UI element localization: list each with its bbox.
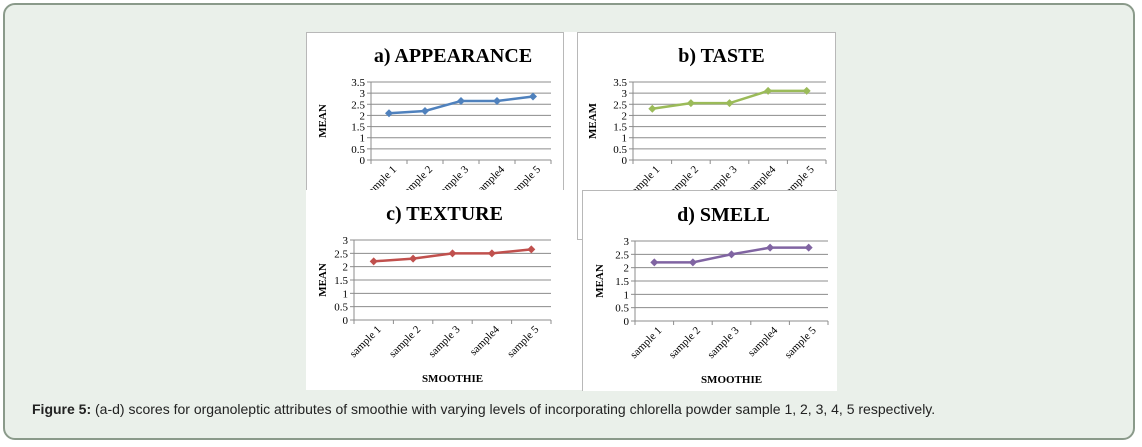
taste-chart-title: b) TASTE xyxy=(678,45,765,67)
smell-x-tick-label: sample 3 xyxy=(705,324,742,361)
texture-x-tick-label: sample 2 xyxy=(387,324,423,360)
appearance-data-point xyxy=(457,96,465,105)
taste-y-axis-label: MEAM xyxy=(587,102,599,139)
texture-data-point xyxy=(369,257,378,266)
smell-y-axis-label: MEAN xyxy=(594,264,606,298)
taste-data-point xyxy=(686,99,695,108)
appearance-y-tick-label: 1.5 xyxy=(351,122,365,134)
figure-caption: Figure 5: (a-d) scores for organoleptic … xyxy=(32,401,1112,417)
texture-y-tick-label: 1.5 xyxy=(334,275,348,287)
smell-x-axis-label: SMOOTHIE xyxy=(701,374,762,386)
appearance-x-tick-label: sample 3 xyxy=(435,163,472,190)
appearance-y-tick-label: 3 xyxy=(360,88,366,100)
appearance-y-tick-label: 0.5 xyxy=(351,144,365,156)
smell-y-tick-label: 1 xyxy=(624,289,630,301)
smell-data-point xyxy=(804,243,813,252)
taste-y-tick-label: 3.5 xyxy=(613,77,627,89)
smell-chart-title: d) SMELL xyxy=(677,204,770,226)
appearance-x-tick-label: sample 5 xyxy=(507,163,544,190)
texture-chart-title: c) TEXTURE xyxy=(386,203,503,225)
appearance-y-tick-label: 3.5 xyxy=(351,77,365,89)
texture-data-point xyxy=(409,254,418,263)
taste-y-tick-label: 0 xyxy=(622,155,628,167)
smell-data-point xyxy=(650,258,659,267)
appearance-x-tick-label: sample 2 xyxy=(399,164,435,190)
taste-y-tick-label: 2.5 xyxy=(613,99,627,111)
chart-appearance: a) APPEARANCE 00.511.522.533.5 MEAN sample … xyxy=(317,45,552,190)
texture-x-tick-label: sample 1 xyxy=(347,324,383,360)
taste-x-tick-label: sample4 xyxy=(744,163,779,190)
texture-x-axis-label: SMOOTHIE xyxy=(422,373,483,385)
smell-y-tick-label: 2 xyxy=(624,263,630,275)
texture-data-point xyxy=(527,245,536,254)
smell-data-point xyxy=(688,258,697,267)
appearance-y-tick-label: 1 xyxy=(360,133,366,145)
smell-y-tick-label: 0.5 xyxy=(615,303,629,315)
smell-y-tick-label: 3 xyxy=(624,236,630,248)
texture-x-tick-label: sample 3 xyxy=(426,323,463,360)
caption-text: (a-d) scores for organoleptic attributes… xyxy=(91,401,936,417)
taste-data-point xyxy=(802,86,811,95)
taste-x-tick-label: sample 5 xyxy=(780,163,817,190)
texture-y-tick-label: 3 xyxy=(343,235,349,247)
taste-y-tick-label: 1 xyxy=(622,133,628,145)
smell-y-tick-label: 1.5 xyxy=(615,276,629,288)
texture-y-tick-label: 1 xyxy=(343,288,349,300)
appearance-chart-title: a) APPEARANCE xyxy=(374,45,532,67)
caption-label: Figure 5: xyxy=(32,401,92,417)
taste-data-point xyxy=(648,104,657,113)
taste-x-tick-label: sample 1 xyxy=(626,164,662,190)
smell-data-point xyxy=(727,250,736,259)
appearance-y-axis-label: MEAN xyxy=(317,104,329,138)
smell-x-tick-label: sample 1 xyxy=(628,325,664,361)
smell-x-tick-label: sample 5 xyxy=(782,324,819,361)
texture-data-point xyxy=(487,249,496,258)
taste-y-tick-label: 1.5 xyxy=(613,122,627,134)
texture-y-tick-label: 0 xyxy=(343,315,349,327)
taste-x-tick-label: sample 3 xyxy=(703,163,740,190)
appearance-x-tick-label: sample4 xyxy=(473,163,508,190)
taste-x-tick-label: sample 2 xyxy=(665,164,701,190)
texture-y-tick-label: 2.5 xyxy=(334,248,348,260)
smell-y-tick-label: 2.5 xyxy=(615,249,629,261)
smell-y-tick-label: 0 xyxy=(624,316,630,328)
taste-y-tick-label: 3 xyxy=(622,88,628,100)
appearance-data-point xyxy=(529,92,537,101)
taste-data-point xyxy=(764,86,773,95)
texture-y-tick-label: 0.5 xyxy=(334,302,348,314)
taste-data-point xyxy=(725,99,734,108)
texture-x-tick-label: sample 5 xyxy=(505,323,542,360)
appearance-x-tick-label: sample 1 xyxy=(363,164,399,190)
appearance-y-tick-label: 2.5 xyxy=(351,99,365,111)
texture-y-axis-label: MEAN xyxy=(317,263,329,297)
smell-x-tick-label: sample 2 xyxy=(667,325,703,361)
smell-data-point xyxy=(766,243,775,252)
texture-y-tick-label: 2 xyxy=(343,262,349,274)
appearance-data-point xyxy=(421,106,429,115)
texture-x-tick-label: sample4 xyxy=(468,323,503,358)
taste-y-tick-label: 2 xyxy=(622,110,628,122)
smell-x-tick-label: sample4 xyxy=(746,324,781,359)
appearance-y-tick-label: 0 xyxy=(360,155,366,167)
texture-data-point xyxy=(448,249,457,258)
appearance-data-point xyxy=(385,109,393,118)
appearance-y-tick-label: 2 xyxy=(360,110,366,122)
taste-y-tick-label: 0.5 xyxy=(613,144,627,156)
appearance-data-point xyxy=(493,96,501,105)
